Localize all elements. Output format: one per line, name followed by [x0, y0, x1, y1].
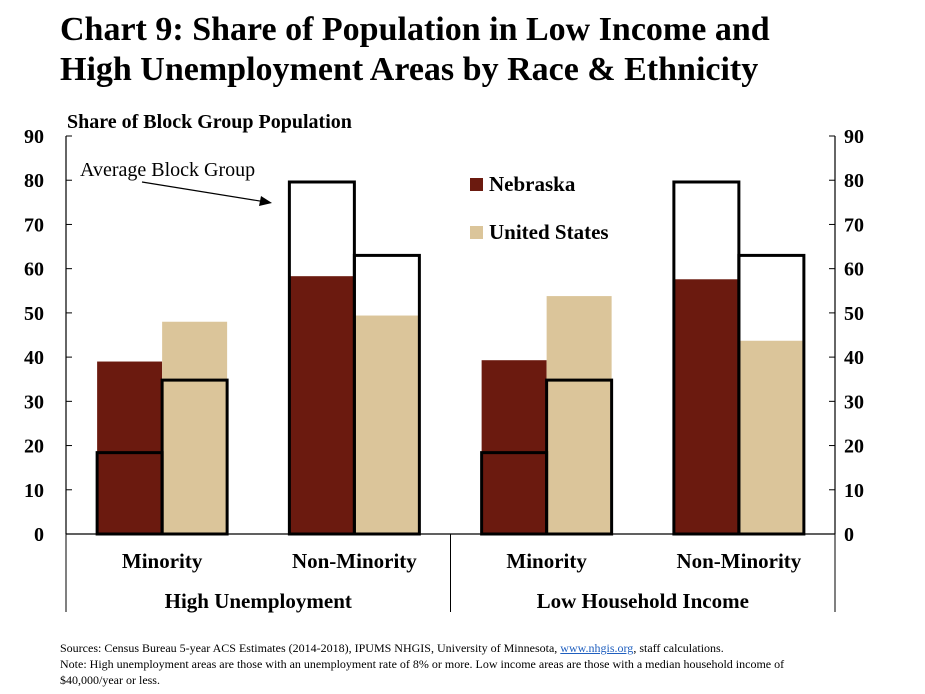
annotation-average-block-group: Average Block Group	[80, 159, 272, 206]
group-label-0: High Unemployment	[165, 589, 352, 613]
y-tick-label-right-90: 90	[844, 126, 864, 148]
chart-title-line-2: High Unemployment Areas by Race & Ethnic…	[60, 51, 759, 88]
y-tick-label-right-70: 70	[844, 214, 864, 236]
annotation-label: Average Block Group	[80, 159, 255, 181]
bar-nebraska-0	[97, 361, 163, 534]
legend-swatch-0	[470, 178, 483, 191]
sources-suffix: , staff calculations.	[633, 641, 724, 655]
legend-label-0: Nebraska	[489, 172, 576, 196]
legend-swatch-1	[470, 226, 483, 239]
y-tick-label-right-30: 30	[844, 391, 864, 413]
nhgis-link[interactable]: www.nhgis.org	[560, 641, 634, 655]
y-tick-label-left-20: 20	[24, 436, 44, 458]
category-label-1: Non-Minority	[292, 549, 417, 573]
y-tick-label-right-0: 0	[844, 524, 854, 546]
y-tick-label-left-40: 40	[24, 347, 44, 369]
y-tick-label-right-20: 20	[844, 436, 864, 458]
x-labels-layer: Minority Non-Minority Minority Non-Minority…	[122, 549, 802, 613]
y-tick-label-left-10: 10	[24, 480, 44, 502]
bars-layer	[97, 276, 804, 534]
sources-text: Sources: Census Bureau 5-year ACS Estima…	[60, 641, 561, 655]
y-tick-label-left-70: 70	[24, 214, 44, 236]
y-tick-label-left-90: 90	[24, 126, 44, 148]
bar-chart: Share of Block Group Population 0 0 10 10 20…	[24, 111, 864, 613]
note-line-1: Note: High unemployment areas are those …	[60, 657, 785, 671]
bar-united-states-0	[162, 321, 228, 534]
y-tick-label-left-50: 50	[24, 303, 44, 325]
y-tick-label-right-40: 40	[844, 347, 864, 369]
footer-notes: Sources: Census Bureau 5-year ACS Estima…	[60, 640, 920, 688]
bar-united-states-2	[546, 296, 612, 534]
legend: Nebraska United States	[470, 172, 609, 244]
axes-layer	[65, 135, 836, 612]
y-tick-label-left-80: 80	[24, 170, 44, 192]
tick-labels-layer: 0 0 10 10 20 20 30 30 40 40 50 50 60 60 70 70 80 80 90 90	[24, 126, 864, 546]
chart-title: Chart 9: Share of Population in Low Inco…	[60, 10, 910, 90]
bar-nebraska-1	[289, 276, 355, 534]
category-label-3: Non-Minority	[676, 549, 801, 573]
bar-nebraska-2	[481, 360, 547, 534]
group-label-1: Low Household Income	[537, 589, 749, 613]
bar-nebraska-3	[673, 279, 739, 534]
y-tick-label-left-60: 60	[24, 259, 44, 281]
legend-label-1: United States	[489, 220, 609, 244]
annotation-arrow-line	[141, 181, 267, 203]
note-line-2: $40,000/year or less.	[60, 673, 160, 687]
y-tick-label-left-30: 30	[24, 391, 44, 413]
category-label-0: Minority	[122, 549, 203, 573]
y-tick-label-left-0: 0	[34, 524, 44, 546]
sources-line: Sources: Census Bureau 5-year ACS Estima…	[60, 640, 920, 656]
category-label-2: Minority	[506, 549, 587, 573]
chart-title-line-1: Chart 9: Share of Population in Low Inco…	[60, 11, 770, 48]
y-tick-label-right-50: 50	[844, 303, 864, 325]
bar-united-states-3	[738, 340, 804, 534]
y-tick-label-right-60: 60	[844, 259, 864, 281]
annotation-arrowhead	[259, 196, 272, 206]
y-tick-label-right-80: 80	[844, 170, 864, 192]
y-axis-label: Share of Block Group Population	[67, 111, 352, 133]
bar-united-states-1	[354, 315, 420, 534]
y-tick-label-right-10: 10	[844, 480, 864, 502]
